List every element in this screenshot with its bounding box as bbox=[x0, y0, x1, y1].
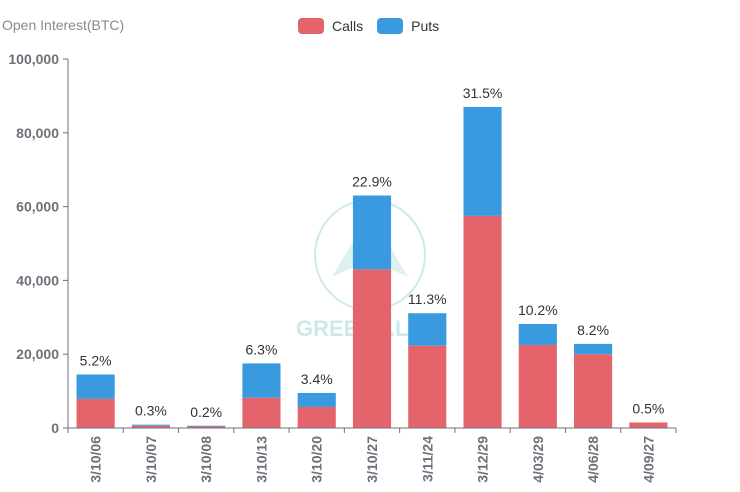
bar-percent-label: 8.2% bbox=[577, 322, 609, 338]
bar-percent-label: 5.2% bbox=[80, 352, 112, 368]
bar-puts bbox=[518, 323, 557, 345]
bar-percent-label: 0.3% bbox=[135, 403, 167, 419]
bar-puts bbox=[131, 424, 170, 426]
x-tick-label: 3/11/24 bbox=[419, 436, 435, 482]
x-tick-label: 4/09/27 bbox=[640, 436, 656, 483]
x-tick-label: 4/03/29 bbox=[530, 436, 546, 483]
bar-calls bbox=[242, 397, 281, 428]
bar-calls bbox=[463, 215, 502, 428]
x-tick-label: 4/06/28 bbox=[585, 436, 601, 483]
bar-puts bbox=[242, 363, 281, 398]
legend-item-puts[interactable]: Puts bbox=[377, 18, 439, 34]
legend-swatch-calls bbox=[298, 18, 324, 34]
bar-percent-label: 0.2% bbox=[190, 404, 222, 420]
bar-calls bbox=[629, 422, 668, 428]
bar-puts bbox=[408, 313, 447, 346]
legend-label-calls: Calls bbox=[332, 18, 364, 34]
legend-item-calls[interactable]: Calls bbox=[298, 18, 363, 34]
bar-percent-label: 0.5% bbox=[632, 400, 664, 416]
x-tick-label: 3/10/07 bbox=[143, 436, 159, 483]
bar-puts bbox=[76, 374, 115, 399]
bar-calls bbox=[187, 426, 226, 428]
bar-calls bbox=[76, 398, 115, 428]
bar-calls bbox=[518, 344, 557, 428]
y-axis-title: Open Interest(BTC) bbox=[2, 17, 125, 33]
y-tick-label: 100,000 bbox=[8, 51, 59, 67]
bar-percent-label: 11.3% bbox=[408, 291, 447, 307]
x-tick-label: 3/10/06 bbox=[88, 436, 104, 483]
bar-percent-label: 10.2% bbox=[518, 302, 558, 318]
bar-percent-label: 31.5% bbox=[463, 85, 503, 101]
legend-label-puts: Puts bbox=[411, 18, 440, 34]
bar-puts bbox=[187, 425, 226, 427]
legend-swatch-puts bbox=[377, 18, 404, 34]
bar-percent-label: 6.3% bbox=[245, 341, 277, 357]
x-tick-label: 3/10/27 bbox=[364, 436, 380, 483]
y-tick-label: 20,000 bbox=[16, 346, 59, 362]
bar-puts bbox=[352, 195, 392, 270]
x-tick-label: 3/10/20 bbox=[309, 436, 325, 483]
y-tick-label: 0 bbox=[51, 420, 59, 436]
bar-percent-label: 3.4% bbox=[301, 371, 333, 387]
bar-puts bbox=[297, 392, 336, 407]
bar-calls bbox=[408, 345, 447, 428]
bar-puts bbox=[574, 343, 613, 355]
x-tick-label: 3/12/29 bbox=[475, 436, 491, 483]
y-tick-label: 40,000 bbox=[16, 272, 59, 288]
bar-calls bbox=[131, 425, 170, 428]
legend: Calls Puts bbox=[298, 18, 453, 34]
x-tick-label: 3/10/08 bbox=[198, 436, 214, 483]
y-tick-label: 80,000 bbox=[16, 125, 59, 141]
y-tick-label: 60,000 bbox=[16, 199, 59, 215]
bar-percent-label: 22.9% bbox=[352, 174, 392, 190]
bar-calls bbox=[352, 269, 392, 428]
bar-calls bbox=[297, 406, 336, 428]
bar-puts bbox=[463, 106, 502, 216]
bar-calls bbox=[574, 354, 613, 428]
x-tick-label: 3/10/13 bbox=[253, 436, 269, 483]
